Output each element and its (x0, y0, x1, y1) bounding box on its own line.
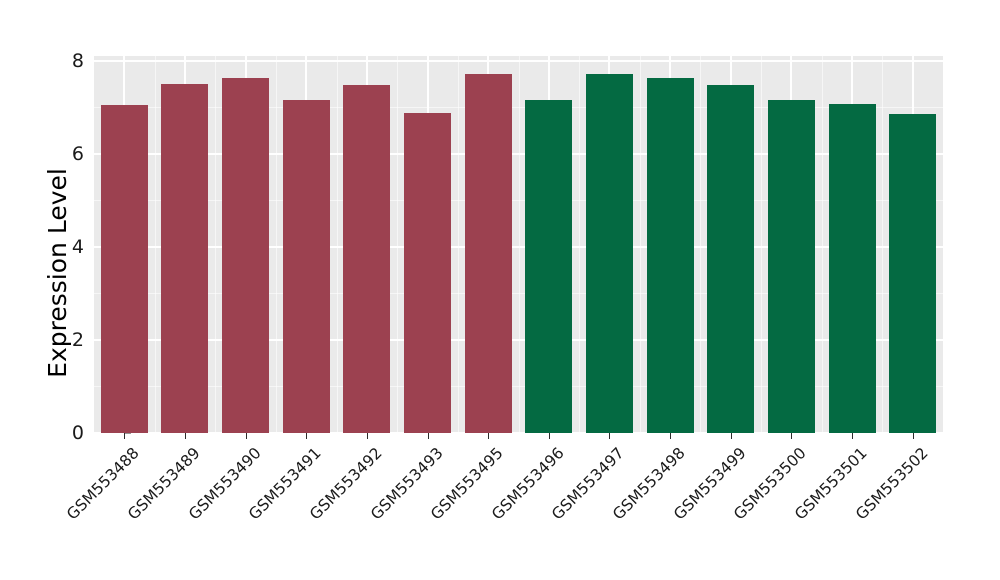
bar-GSM553498 (646, 78, 694, 433)
y-tick-label: 8 (71, 49, 84, 72)
x-tick-mark (245, 433, 247, 439)
gridline-minor-vertical (882, 56, 884, 433)
gridline-minor-vertical (518, 56, 520, 433)
gridline-minor-vertical (275, 56, 277, 433)
x-tick-mark (366, 433, 368, 439)
bar-GSM553488 (100, 104, 148, 433)
bar-GSM553491 (282, 99, 330, 433)
plot-panel (94, 56, 943, 433)
y-tick-label: 4 (71, 235, 84, 258)
x-tick-mark (184, 433, 186, 439)
y-tick-label: 0 (71, 422, 84, 444)
bar-GSM553500 (767, 99, 815, 433)
y-tick-mark (125, 432, 131, 434)
x-tick-mark (912, 433, 914, 439)
gridline-minor-vertical (215, 56, 217, 433)
x-tick-mark (306, 433, 308, 439)
gridline-minor-vertical (700, 56, 702, 433)
y-tick-label: 2 (71, 328, 84, 351)
x-tick-mark (609, 433, 611, 439)
bar-GSM553499 (707, 84, 755, 433)
bar-GSM553497 (585, 73, 633, 433)
bar-GSM553496 (525, 99, 573, 433)
x-tick-mark (730, 433, 732, 439)
x-tick-mark (670, 433, 672, 439)
x-tick-mark (427, 433, 429, 439)
y-tick-label: 6 (71, 142, 84, 165)
gridline-minor-vertical (761, 56, 763, 433)
gridline-minor-vertical (397, 56, 399, 433)
gridline-minor-vertical (336, 56, 338, 433)
gridline-minor-vertical (579, 56, 581, 433)
gridline-minor-vertical (154, 56, 156, 433)
gridline-minor-vertical (821, 56, 823, 433)
bar-GSM553495 (464, 74, 512, 433)
x-tick-mark (124, 433, 126, 439)
bar-GSM553493 (404, 113, 452, 433)
y-axis-ticks: 0 2 4 6 8 (40, 0, 131, 580)
bar-GSM553501 (828, 103, 876, 433)
x-tick-mark (488, 433, 490, 439)
bar-GSM553489 (161, 83, 209, 433)
bar-GSM553502 (889, 114, 937, 433)
x-tick-mark (852, 433, 854, 439)
gridline-minor-vertical (639, 56, 641, 433)
x-tick-mark (791, 433, 793, 439)
bar-GSM553492 (343, 85, 391, 433)
gridline-minor-vertical (457, 56, 459, 433)
bar-GSM553490 (222, 78, 270, 433)
x-tick-mark (548, 433, 550, 439)
